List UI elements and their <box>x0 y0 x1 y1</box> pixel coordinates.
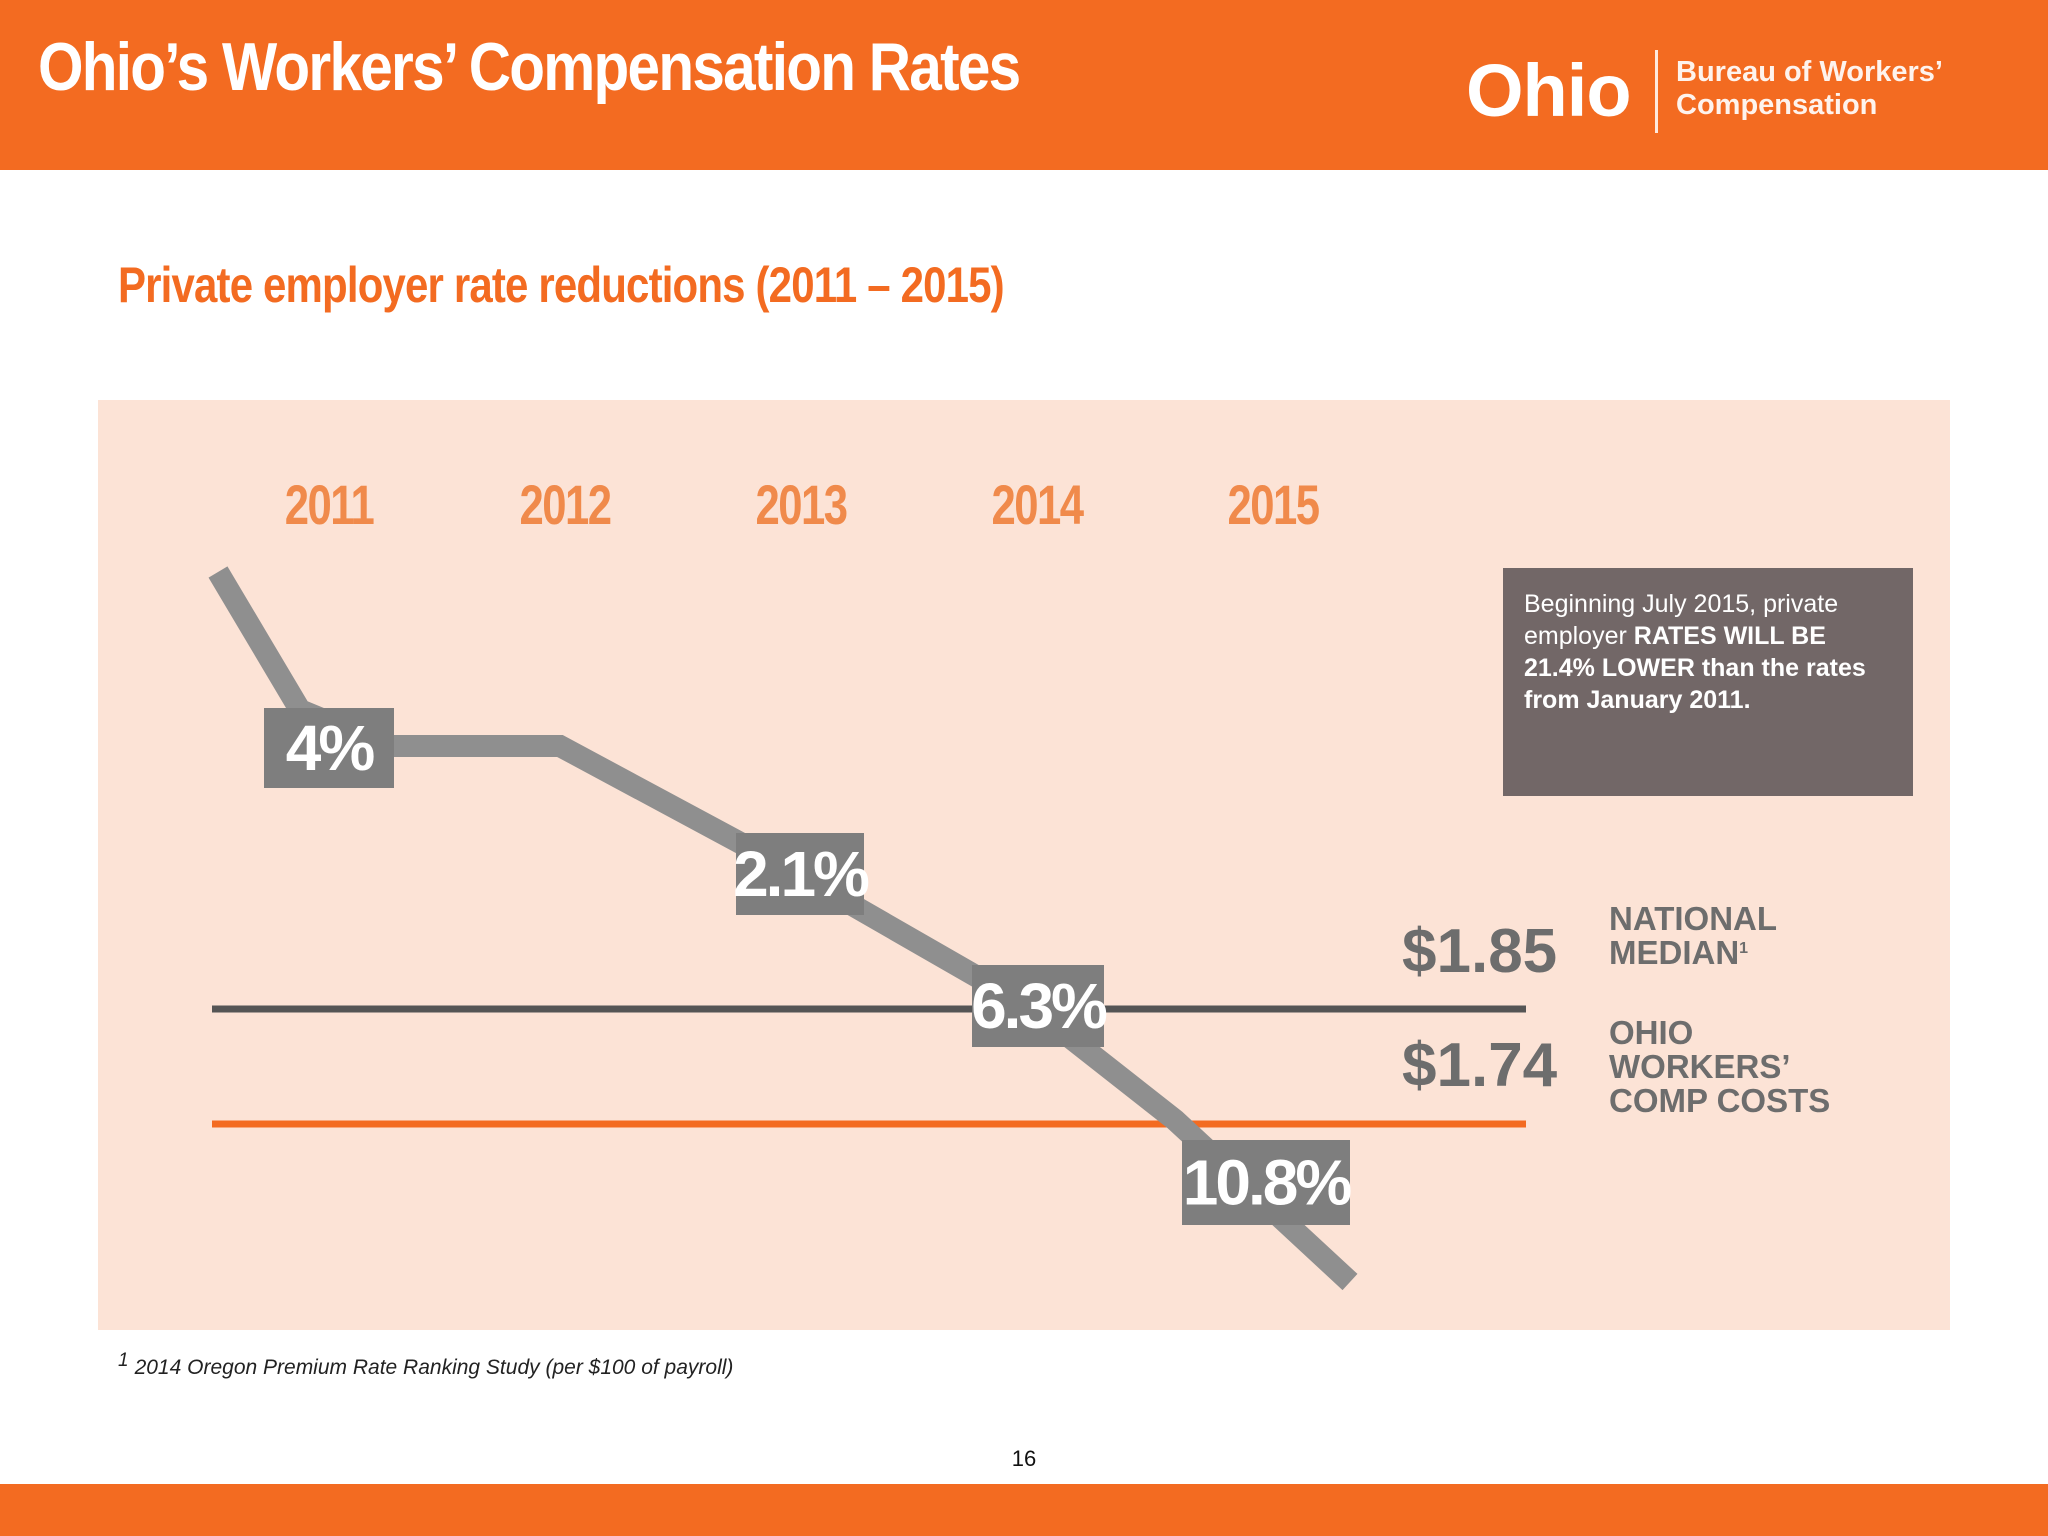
footnote-mark: 1 <box>1739 940 1749 957</box>
data-label-box <box>1182 1140 1350 1225</box>
footer-bar <box>0 1484 2048 1536</box>
page-number: 16 <box>1011 1446 1037 1471</box>
data-label: 2.1% <box>733 838 869 910</box>
national-median-label: NATIONAL MEDIAN1 <box>1609 902 1909 970</box>
label-line: MEDIAN <box>1609 934 1740 971</box>
label-line: COMP COSTS <box>1609 1082 1831 1119</box>
x-tick-label: 2012 <box>519 473 612 536</box>
label-line: WORKERS’ <box>1609 1048 1791 1085</box>
header-bar: Ohio’s Workers’ Compensation Rates Ohio … <box>0 0 2048 170</box>
national-median-value: $1.85 <box>1402 917 1558 986</box>
x-tick-label: 2015 <box>1227 473 1320 536</box>
data-label: 4% <box>286 712 375 784</box>
data-label: 6.3% <box>971 970 1107 1042</box>
slide-subtitle: Private employer rate reductions (2011 –… <box>118 257 1005 313</box>
data-label-box <box>972 965 1104 1047</box>
x-tick-label: 2014 <box>991 473 1084 536</box>
x-tick-label: 2013 <box>755 473 848 536</box>
callout-emphasis: RATES WILL BE 21.4% LOWER than the rates… <box>1524 622 1866 714</box>
label-line: NATIONAL <box>1609 900 1778 937</box>
series-line <box>208 566 1358 1291</box>
logo-organization-name: Bureau of Workers’ Compensation <box>1676 56 1942 121</box>
footnote: 1 2014 Oregon Premium Rate Ranking Study … <box>118 1350 734 1380</box>
callout-box: Beginning July 2015, private employer RA… <box>1503 568 1913 796</box>
data-label: 10.8% <box>1183 1147 1352 1219</box>
data-label-box <box>736 833 864 915</box>
data-label-box <box>264 708 394 788</box>
chart-panel <box>98 400 1950 1330</box>
ohio-comp-value: $1.74 <box>1402 1031 1558 1100</box>
label-line: OHIO <box>1609 1014 1694 1051</box>
logo-divider <box>1655 50 1658 133</box>
page-title: Ohio’s Workers’ Compensation Rates <box>38 29 1021 105</box>
ohio-logo-wordmark: Ohio <box>1466 49 1632 132</box>
callout-text: Beginning July 2015, private employer <box>1524 590 1839 650</box>
x-tick-label: 2011 <box>284 473 375 536</box>
footnote-text: 2014 Oregon Premium Rate Ranking Study (… <box>134 1356 734 1379</box>
footnote-mark: 1 <box>118 1350 129 1371</box>
ohio-comp-label: OHIO WORKERS’ COMP COSTS <box>1609 1016 1909 1118</box>
